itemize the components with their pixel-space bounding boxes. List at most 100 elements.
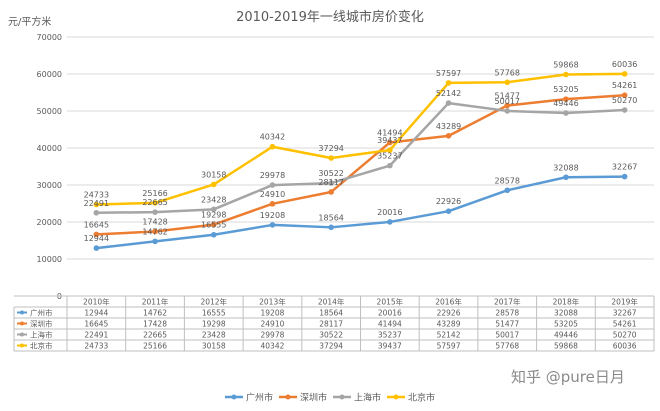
series-line [96, 72, 625, 206]
table-series-name: 上海市 [30, 330, 53, 340]
table-cell: 19298 [202, 320, 226, 329]
table-cell: 16645 [84, 320, 108, 329]
data-point [563, 174, 569, 181]
data-point [93, 245, 100, 251]
data-labels: 12944 14762 16555 19208 18564 20016 22926 28578… [84, 60, 638, 243]
table-cell: 17428 [143, 320, 167, 329]
table-series-name: 广州市 [30, 308, 53, 318]
table-cell: 28578 [495, 309, 519, 318]
data-point [621, 71, 628, 77]
x-tick-label: 2018年 [553, 297, 580, 307]
table-cell: 25166 [143, 342, 167, 351]
x-tick-label: 2017年 [494, 297, 521, 307]
data-point [563, 71, 569, 78]
data-point [387, 162, 393, 169]
y-axis-ticks: 010000200003000040000500006000070000 [37, 33, 62, 301]
table-cell: 22665 [143, 331, 167, 340]
data-label: 57768 [495, 68, 520, 77]
table-cell: 59868 [554, 342, 578, 351]
table-cell: 37294 [319, 342, 343, 351]
table-legend-marker [20, 310, 24, 315]
data-point [328, 180, 334, 186]
table-cell: 35237 [378, 331, 402, 340]
data-label: 20016 [377, 208, 402, 217]
table-cell: 19208 [261, 309, 285, 318]
table-cell: 54261 [613, 320, 637, 329]
data-point [445, 208, 452, 214]
data-point [563, 96, 569, 102]
data-point [328, 155, 334, 161]
table-legend-marker [20, 321, 24, 326]
table-cell: 24910 [261, 320, 285, 329]
data-point [445, 100, 452, 106]
x-tick-label: 2011年 [142, 297, 169, 307]
data-label: 24733 [84, 190, 109, 199]
x-tick-label: 2019年 [611, 297, 638, 307]
data-label: 37294 [318, 144, 343, 153]
data-label: 41494 [377, 128, 402, 137]
table-cell: 29978 [261, 331, 285, 340]
table-cell: 24733 [84, 342, 108, 351]
table-cell: 49446 [554, 331, 578, 340]
table-cell: 12944 [84, 309, 108, 318]
data-point [445, 133, 452, 139]
data-table: 2010年 2011年 2012年 2013年 2014年 2015年 2016年 2017年… [13, 295, 655, 352]
table-cell: 32267 [613, 309, 637, 318]
data-label: 40342 [260, 133, 285, 142]
data-point [387, 147, 393, 153]
table-cell: 30522 [319, 331, 343, 340]
data-point [387, 219, 393, 225]
data-label: 35237 [377, 152, 402, 161]
data-point [621, 92, 628, 99]
table-legend-marker [20, 343, 24, 348]
data-label: 30522 [318, 169, 343, 178]
data-label: 19208 [260, 211, 285, 220]
data-point [504, 187, 511, 194]
data-label: 39437 [377, 136, 402, 145]
table-legend-marker [20, 332, 24, 337]
data-point [269, 222, 276, 228]
table-cell: 50017 [495, 331, 519, 340]
x-tick-label: 2012年 [200, 297, 227, 307]
table-cell: 52142 [437, 331, 461, 340]
table-cell: 39437 [378, 342, 402, 351]
y-tick-label: 50000 [37, 107, 62, 116]
table-series-name: 深圳市 [30, 319, 53, 329]
data-label: 17428 [142, 218, 167, 227]
data-label: 30158 [201, 170, 226, 179]
table-cell: 53205 [554, 320, 578, 329]
data-point [504, 108, 511, 114]
table-cell: 41494 [378, 320, 402, 329]
data-point [210, 221, 217, 228]
data-point [152, 200, 158, 206]
data-label: 23428 [201, 195, 226, 204]
x-tick-label: 2016年 [435, 297, 462, 307]
data-point [328, 224, 334, 231]
data-point [210, 231, 217, 238]
data-point [93, 231, 100, 238]
data-label: 28117 [318, 178, 343, 187]
data-label: 12944 [84, 234, 109, 243]
chart-title: 2010-2019年一线城市房价变化 [236, 9, 424, 25]
gridlines [67, 36, 654, 260]
data-label: 51477 [495, 92, 520, 101]
table-cell: 60036 [613, 342, 637, 351]
data-point [269, 201, 276, 207]
data-point [210, 181, 217, 188]
table-cell: 18564 [319, 309, 343, 318]
y-axis-label: 元/平方米 [8, 15, 51, 28]
table-cell: 22491 [84, 331, 108, 340]
data-label: 22491 [84, 199, 109, 208]
data-label: 18564 [318, 213, 343, 222]
data-label: 50017 [495, 97, 520, 106]
legend-label: 北京市 [408, 392, 435, 404]
legend-label: 上海市 [354, 392, 381, 404]
data-label: 43289 [436, 122, 461, 131]
table-cell: 23428 [202, 331, 226, 340]
table-cell: 22926 [437, 309, 461, 318]
table-cell: 50270 [613, 331, 637, 340]
data-label: 22926 [436, 197, 461, 206]
table-cell: 57597 [437, 342, 461, 351]
data-point [504, 79, 511, 86]
data-label: 19298 [201, 211, 226, 220]
